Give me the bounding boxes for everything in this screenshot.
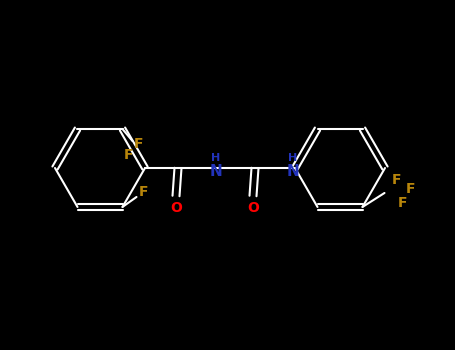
Text: H: H xyxy=(212,153,221,163)
Text: F: F xyxy=(398,196,407,210)
Text: H: H xyxy=(288,153,298,163)
Text: F: F xyxy=(406,182,415,196)
Text: F: F xyxy=(139,185,148,199)
Text: F: F xyxy=(392,173,401,187)
Text: F: F xyxy=(124,148,133,162)
Text: F: F xyxy=(134,137,143,151)
Text: O: O xyxy=(170,201,182,215)
Text: O: O xyxy=(247,201,259,215)
Text: N: N xyxy=(210,163,222,178)
Text: N: N xyxy=(287,163,299,178)
